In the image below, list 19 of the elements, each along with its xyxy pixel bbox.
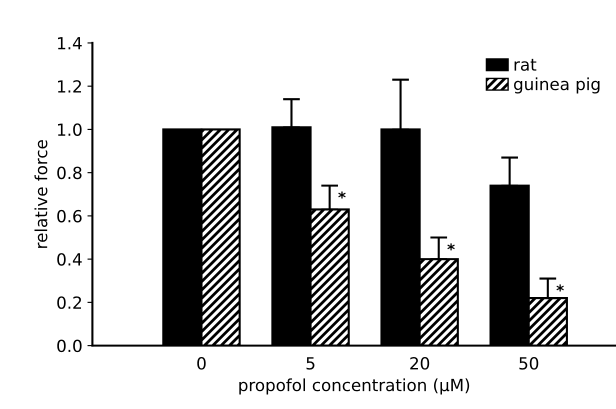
y-tick-label: 0.0 <box>57 340 82 352</box>
y-tick-label: 1.0 <box>58 123 82 136</box>
x-tick-label: 50 <box>519 357 538 370</box>
y-tick-label: 0.8 <box>57 166 82 180</box>
y-tick-label: 1.4 <box>58 37 82 50</box>
annotation: * <box>338 191 346 199</box>
annotation: * <box>556 284 564 292</box>
x-tick-label: 20 <box>410 357 430 370</box>
y-axis-title: relative force <box>34 140 48 248</box>
x-axis-title: propofol concentration (μM) <box>239 378 470 395</box>
x-tick-label: 5 <box>306 357 314 370</box>
y-tick-label: 0.4 <box>57 253 82 266</box>
legend-label: rat <box>514 58 536 71</box>
y-tick-label: 0.2 <box>57 296 82 309</box>
annotation: * <box>447 243 455 250</box>
y-tick-label: 0.6 <box>57 210 82 222</box>
legend-label: guinea pig <box>514 77 600 94</box>
x-tick-label: 0 <box>197 357 206 370</box>
y-tick-label: 1.2 <box>58 80 82 93</box>
